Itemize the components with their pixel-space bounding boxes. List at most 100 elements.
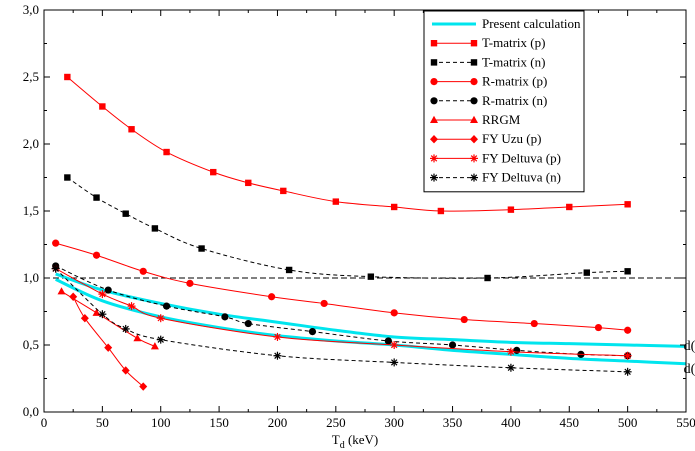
legend-label: FY Deltuva (n)	[482, 170, 561, 185]
data-point	[186, 279, 194, 287]
chart-annotations: d(d,p)3H d(d,n)3He	[684, 339, 695, 377]
data-point	[245, 179, 252, 187]
data-point	[530, 319, 538, 328]
data-point	[624, 326, 632, 334]
asterisk-stroke	[157, 314, 164, 322]
data-point	[623, 351, 632, 360]
legend-label: FY Uzu (p)	[482, 131, 541, 146]
data-point	[127, 302, 136, 311]
data-point	[623, 367, 632, 376]
data-point	[506, 363, 515, 372]
legend-label: Present calculation	[482, 16, 581, 31]
asterisk-stroke	[470, 155, 478, 162]
data-point	[104, 343, 113, 352]
asterisk-stroke	[624, 352, 631, 359]
data-point	[506, 347, 515, 356]
legend-marker	[430, 59, 438, 66]
data-point	[507, 206, 515, 213]
asterisk-stroke	[274, 352, 281, 359]
x-tick-label: 200	[268, 415, 288, 430]
x-tick-label: 150	[209, 415, 229, 430]
legend-marker	[470, 135, 478, 144]
data-point	[221, 313, 229, 321]
data-point	[384, 337, 392, 345]
data-point	[390, 358, 399, 367]
y-tick-label: 1,5	[23, 203, 39, 218]
data-point	[320, 299, 328, 308]
legend-entry: R-matrix (p)	[430, 74, 547, 89]
legend-entry: Present calculation	[432, 16, 581, 31]
data-point	[156, 335, 165, 344]
series-7	[69, 292, 148, 391]
x-tick-label: 450	[560, 415, 580, 430]
legend-label: R-matrix (n)	[482, 93, 547, 108]
x-axis-label: Td (keV)	[332, 432, 379, 451]
x-tick-label: 300	[384, 415, 404, 430]
series-0	[55, 277, 687, 366]
x-tick-label: 500	[618, 415, 638, 430]
data-point	[566, 203, 573, 211]
data-point	[64, 174, 71, 181]
legend-marker	[430, 78, 438, 86]
data-point	[273, 351, 282, 360]
data-point	[448, 341, 457, 349]
data-point	[128, 126, 135, 133]
data-point	[460, 315, 468, 324]
x-tick-label: 250	[326, 415, 346, 430]
asterisk-stroke	[390, 341, 398, 349]
data-point	[98, 310, 107, 319]
asterisk-stroke	[274, 333, 281, 341]
asterisk-stroke	[99, 310, 106, 318]
legend-label: RRGM	[482, 112, 521, 127]
legend-label: T-matrix (n)	[482, 54, 545, 69]
asterisk-stroke	[430, 174, 438, 181]
x-tick-label: 400	[501, 415, 521, 430]
data-point	[198, 245, 205, 252]
series-line	[55, 277, 687, 366]
plot-frame	[43, 9, 687, 413]
legend-label: T-matrix (p)	[482, 35, 545, 50]
data-point	[51, 264, 60, 273]
data-point	[93, 194, 100, 201]
data-point	[139, 382, 148, 391]
y-tick-label: 0,0	[23, 404, 39, 419]
series-line	[61, 290, 156, 347]
legend-marker	[430, 40, 438, 47]
chart-axes: 0 50 100 150 200 250 300 350 400 450 500 550 0,0 0,5 1…	[23, 2, 695, 451]
data-point	[80, 314, 89, 323]
chart-legend: Present calculation T-matrix (p) T-matrix …	[423, 10, 585, 193]
chart-series-layer	[51, 73, 687, 391]
legend-box	[423, 10, 585, 193]
legend-label: FY Deltuva (p)	[482, 150, 561, 165]
series-3	[64, 174, 631, 282]
data-point	[390, 309, 398, 317]
asterisk-stroke	[430, 155, 438, 162]
data-point	[513, 346, 521, 354]
data-point	[210, 168, 217, 176]
data-point	[57, 287, 66, 295]
asterisk-stroke	[52, 265, 59, 272]
legend-marker	[470, 173, 478, 182]
asterisk-stroke	[99, 290, 106, 298]
data-point	[244, 319, 252, 328]
legend-marker	[430, 115, 438, 123]
legend-entry: FY Deltuva (n)	[430, 170, 561, 185]
legend-entry: FY Deltuva (p)	[430, 150, 561, 165]
legend-marker	[470, 154, 478, 163]
series-line	[55, 272, 687, 348]
x-tick-label: 100	[151, 415, 171, 430]
asterisk-stroke	[470, 174, 478, 181]
y-tick-label: 0,5	[23, 337, 39, 352]
legend-marker	[470, 115, 478, 123]
legend-marker	[470, 78, 478, 86]
asterisk-stroke	[122, 325, 129, 333]
data-point	[280, 187, 287, 195]
data-point	[285, 266, 293, 274]
y-tick-label: 2,0	[23, 136, 39, 151]
series-2	[64, 73, 631, 215]
data-point	[139, 267, 147, 275]
data-point	[92, 251, 101, 259]
data-point	[64, 73, 71, 81]
data-point	[273, 332, 282, 341]
